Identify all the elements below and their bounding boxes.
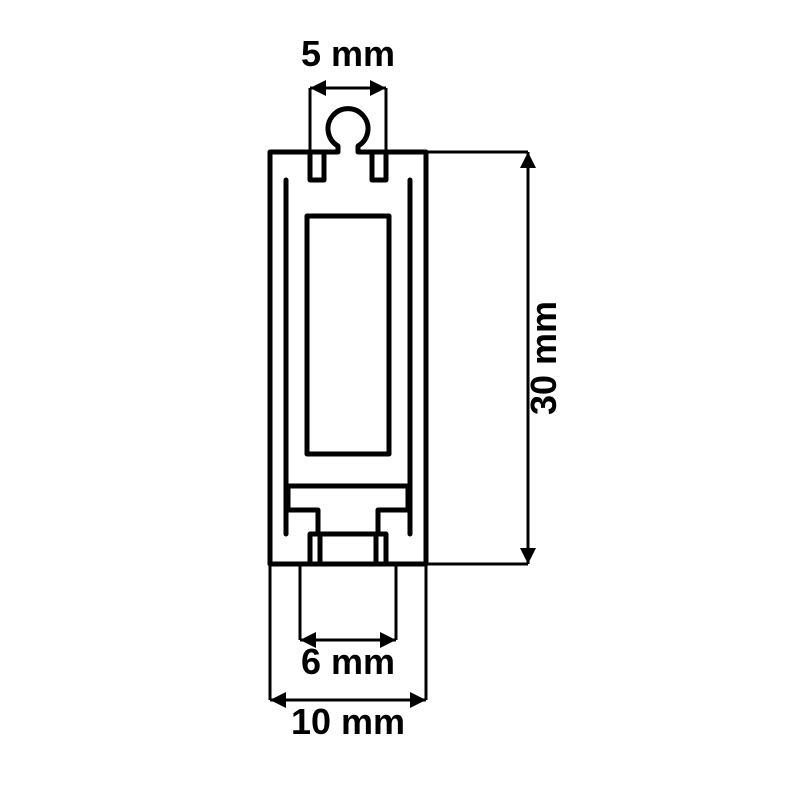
- dim-label-5mm: 5 mm: [301, 33, 395, 74]
- arrowhead-icon: [520, 152, 536, 168]
- arrowhead-icon: [520, 548, 536, 564]
- profile-cross-section: [270, 109, 426, 564]
- arrowhead-icon: [310, 80, 326, 96]
- dim-label-30mm: 30 mm: [523, 301, 564, 415]
- arrowhead-icon: [270, 692, 286, 708]
- arrowhead-icon: [370, 80, 386, 96]
- dim-label-10mm: 10 mm: [291, 701, 405, 742]
- inner-cavity: [307, 216, 389, 454]
- arrowhead-icon: [410, 692, 426, 708]
- dim-label-6mm: 6 mm: [301, 641, 395, 682]
- bottom-insert: [288, 486, 408, 534]
- profile-outline: [270, 109, 426, 564]
